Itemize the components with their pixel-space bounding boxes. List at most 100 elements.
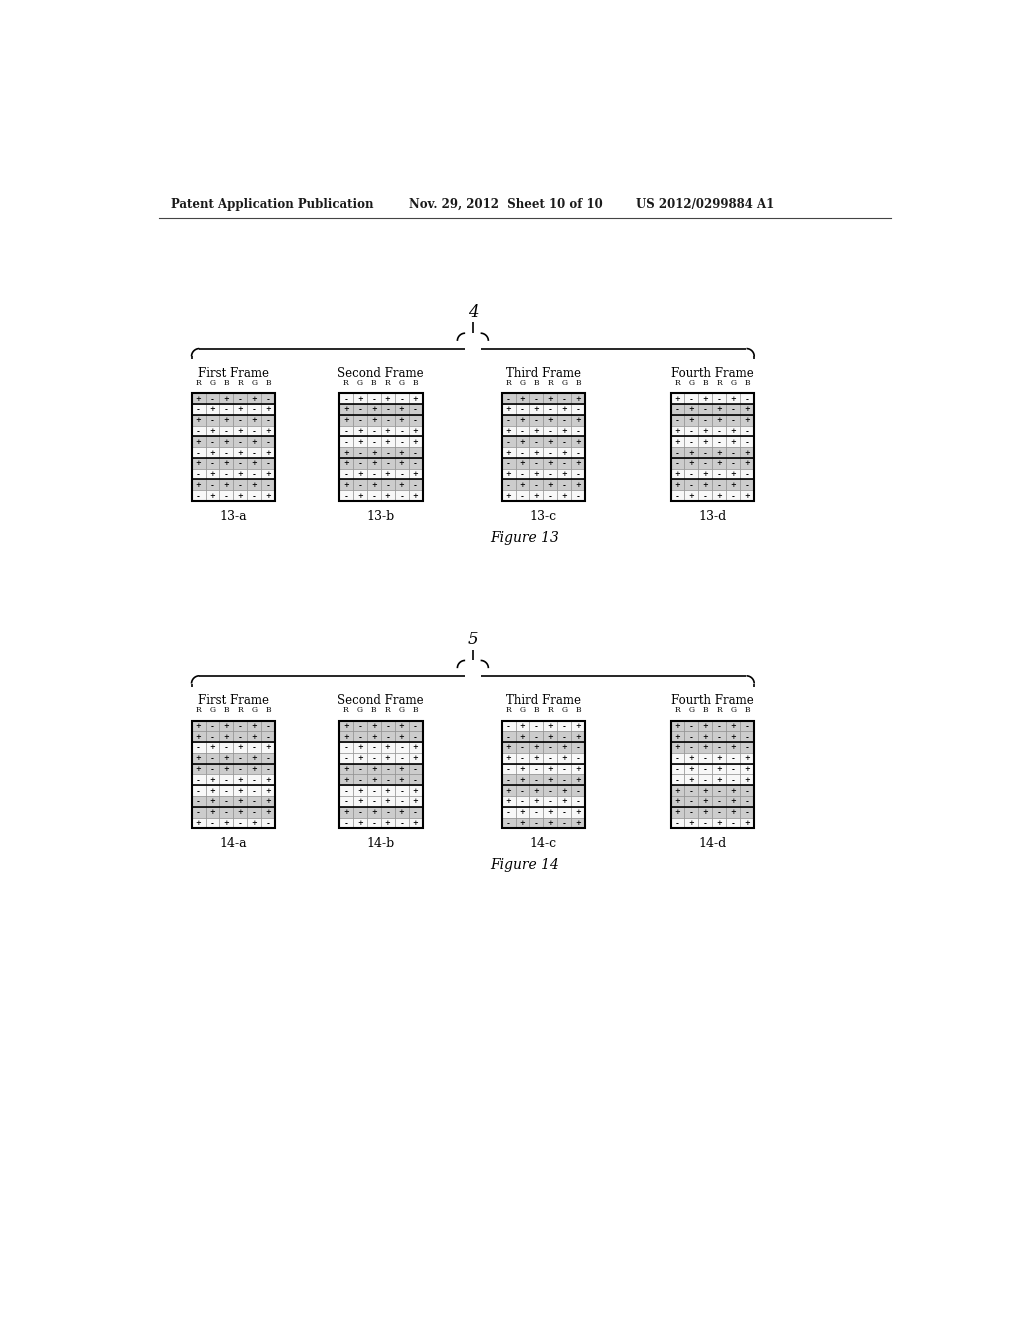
- Text: +: +: [730, 733, 736, 741]
- Bar: [529, 807, 544, 817]
- Text: +: +: [561, 743, 567, 751]
- Bar: [409, 393, 423, 404]
- Text: -: -: [549, 797, 552, 805]
- Text: -: -: [211, 480, 214, 488]
- Bar: [352, 721, 367, 731]
- Bar: [367, 469, 381, 479]
- Bar: [381, 447, 394, 458]
- Bar: [726, 447, 740, 458]
- Bar: [339, 447, 352, 458]
- Text: R: R: [717, 706, 722, 714]
- Text: +: +: [252, 416, 257, 424]
- Bar: [248, 447, 261, 458]
- Bar: [726, 469, 740, 479]
- Text: G: G: [356, 706, 362, 714]
- Bar: [367, 742, 381, 752]
- Bar: [248, 807, 261, 817]
- Text: +: +: [717, 449, 722, 457]
- Bar: [502, 479, 515, 490]
- Text: -: -: [344, 491, 347, 500]
- Bar: [261, 437, 275, 447]
- Bar: [726, 752, 740, 763]
- Text: -: -: [358, 722, 361, 730]
- Bar: [394, 393, 409, 404]
- Bar: [571, 775, 586, 785]
- Bar: [394, 447, 409, 458]
- Bar: [502, 807, 515, 817]
- Text: +: +: [343, 405, 348, 413]
- Bar: [261, 414, 275, 425]
- Text: +: +: [238, 776, 244, 784]
- Text: -: -: [563, 808, 566, 816]
- Bar: [740, 742, 755, 752]
- Bar: [684, 458, 698, 469]
- Text: +: +: [688, 776, 694, 784]
- Text: +: +: [196, 438, 202, 446]
- Text: +: +: [548, 416, 553, 424]
- Bar: [515, 775, 529, 785]
- Bar: [529, 731, 544, 742]
- Bar: [352, 490, 367, 502]
- Bar: [367, 731, 381, 742]
- Text: -: -: [386, 480, 389, 488]
- Text: +: +: [730, 743, 736, 751]
- Text: Fourth Frame: Fourth Frame: [671, 694, 754, 708]
- Text: +: +: [343, 416, 348, 424]
- Text: -: -: [703, 416, 707, 424]
- Text: -: -: [549, 754, 552, 762]
- Bar: [233, 414, 248, 425]
- Text: +: +: [561, 797, 567, 805]
- Bar: [740, 393, 755, 404]
- Bar: [502, 796, 515, 807]
- Bar: [571, 469, 586, 479]
- Bar: [529, 721, 544, 731]
- Bar: [557, 752, 571, 763]
- Bar: [726, 763, 740, 775]
- Bar: [409, 469, 423, 479]
- Text: +: +: [238, 449, 244, 457]
- Text: -: -: [386, 766, 389, 774]
- Bar: [529, 393, 544, 404]
- Bar: [515, 447, 529, 458]
- Bar: [557, 447, 571, 458]
- Bar: [698, 817, 713, 829]
- Bar: [219, 817, 233, 829]
- Text: -: -: [386, 722, 389, 730]
- Bar: [233, 437, 248, 447]
- Text: -: -: [703, 776, 707, 784]
- Text: -: -: [253, 449, 256, 457]
- Bar: [219, 490, 233, 502]
- Bar: [740, 469, 755, 479]
- Text: -: -: [400, 438, 403, 446]
- Text: +: +: [238, 808, 244, 816]
- Text: -: -: [676, 754, 679, 762]
- Text: -: -: [344, 787, 347, 795]
- Text: -: -: [676, 491, 679, 500]
- Text: +: +: [675, 395, 680, 403]
- Bar: [557, 414, 571, 425]
- Bar: [381, 742, 394, 752]
- Bar: [571, 447, 586, 458]
- Text: -: -: [676, 405, 679, 413]
- Text: +: +: [575, 766, 582, 774]
- Text: -: -: [676, 416, 679, 424]
- Bar: [502, 752, 515, 763]
- Bar: [571, 721, 586, 731]
- Text: -: -: [373, 787, 375, 795]
- Text: G: G: [688, 706, 694, 714]
- Bar: [248, 490, 261, 502]
- Bar: [191, 742, 206, 752]
- Bar: [684, 796, 698, 807]
- Text: +: +: [413, 754, 419, 762]
- Text: +: +: [548, 395, 553, 403]
- Bar: [409, 807, 423, 817]
- Bar: [544, 479, 557, 490]
- Text: R: R: [548, 379, 553, 387]
- Bar: [571, 458, 586, 469]
- Text: +: +: [730, 787, 736, 795]
- Text: +: +: [561, 470, 567, 478]
- Bar: [248, 469, 261, 479]
- Bar: [544, 393, 557, 404]
- Text: +: +: [385, 470, 390, 478]
- Bar: [713, 490, 726, 502]
